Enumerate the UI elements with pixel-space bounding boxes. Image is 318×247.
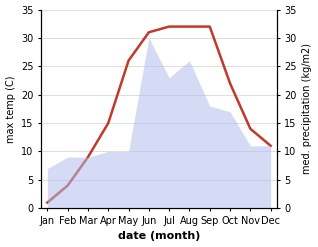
X-axis label: date (month): date (month) bbox=[118, 231, 200, 242]
Y-axis label: max temp (C): max temp (C) bbox=[5, 75, 16, 143]
Y-axis label: med. precipitation (kg/m2): med. precipitation (kg/m2) bbox=[302, 43, 313, 174]
